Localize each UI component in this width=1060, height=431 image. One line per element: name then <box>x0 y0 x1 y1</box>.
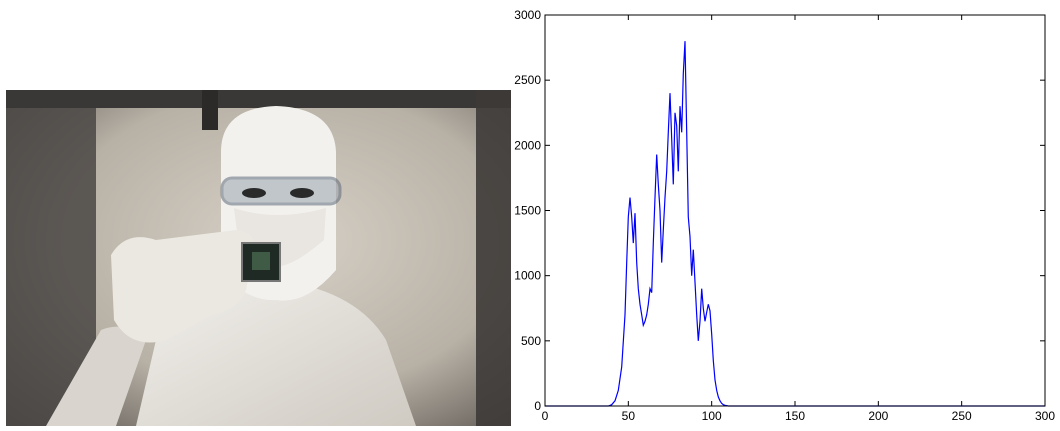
y-tick-label: 1000 <box>514 269 541 283</box>
y-tick-label: 0 <box>534 399 541 413</box>
y-tick-label: 2000 <box>514 138 541 152</box>
x-tick-label: 50 <box>622 409 636 423</box>
y-tick-label: 500 <box>521 334 541 348</box>
y-tick-label: 1500 <box>514 204 541 218</box>
series-line <box>545 41 1045 407</box>
y-tick-label: 3000 <box>514 8 541 22</box>
y-tick-label: 2500 <box>514 73 541 87</box>
x-tick-label: 200 <box>868 409 888 423</box>
x-tick-label: 150 <box>785 409 805 423</box>
axes-box <box>544 14 1046 407</box>
x-tick-label: 250 <box>952 409 972 423</box>
histogram-plot: 0 50 100 150 200 250 3000500100015002000250030… <box>514 8 1055 423</box>
histogram-chart: 0 50 100 150 200 250 300 0 500 1000 1500 2000 2500 30… <box>500 0 1060 426</box>
cleanroom-photo-image <box>6 90 511 426</box>
x-tick-label: 100 <box>702 409 722 423</box>
x-tick-label: 300 <box>1035 409 1055 423</box>
x-tick-label: 0 <box>542 409 549 423</box>
cleanroom-photo <box>6 90 511 426</box>
